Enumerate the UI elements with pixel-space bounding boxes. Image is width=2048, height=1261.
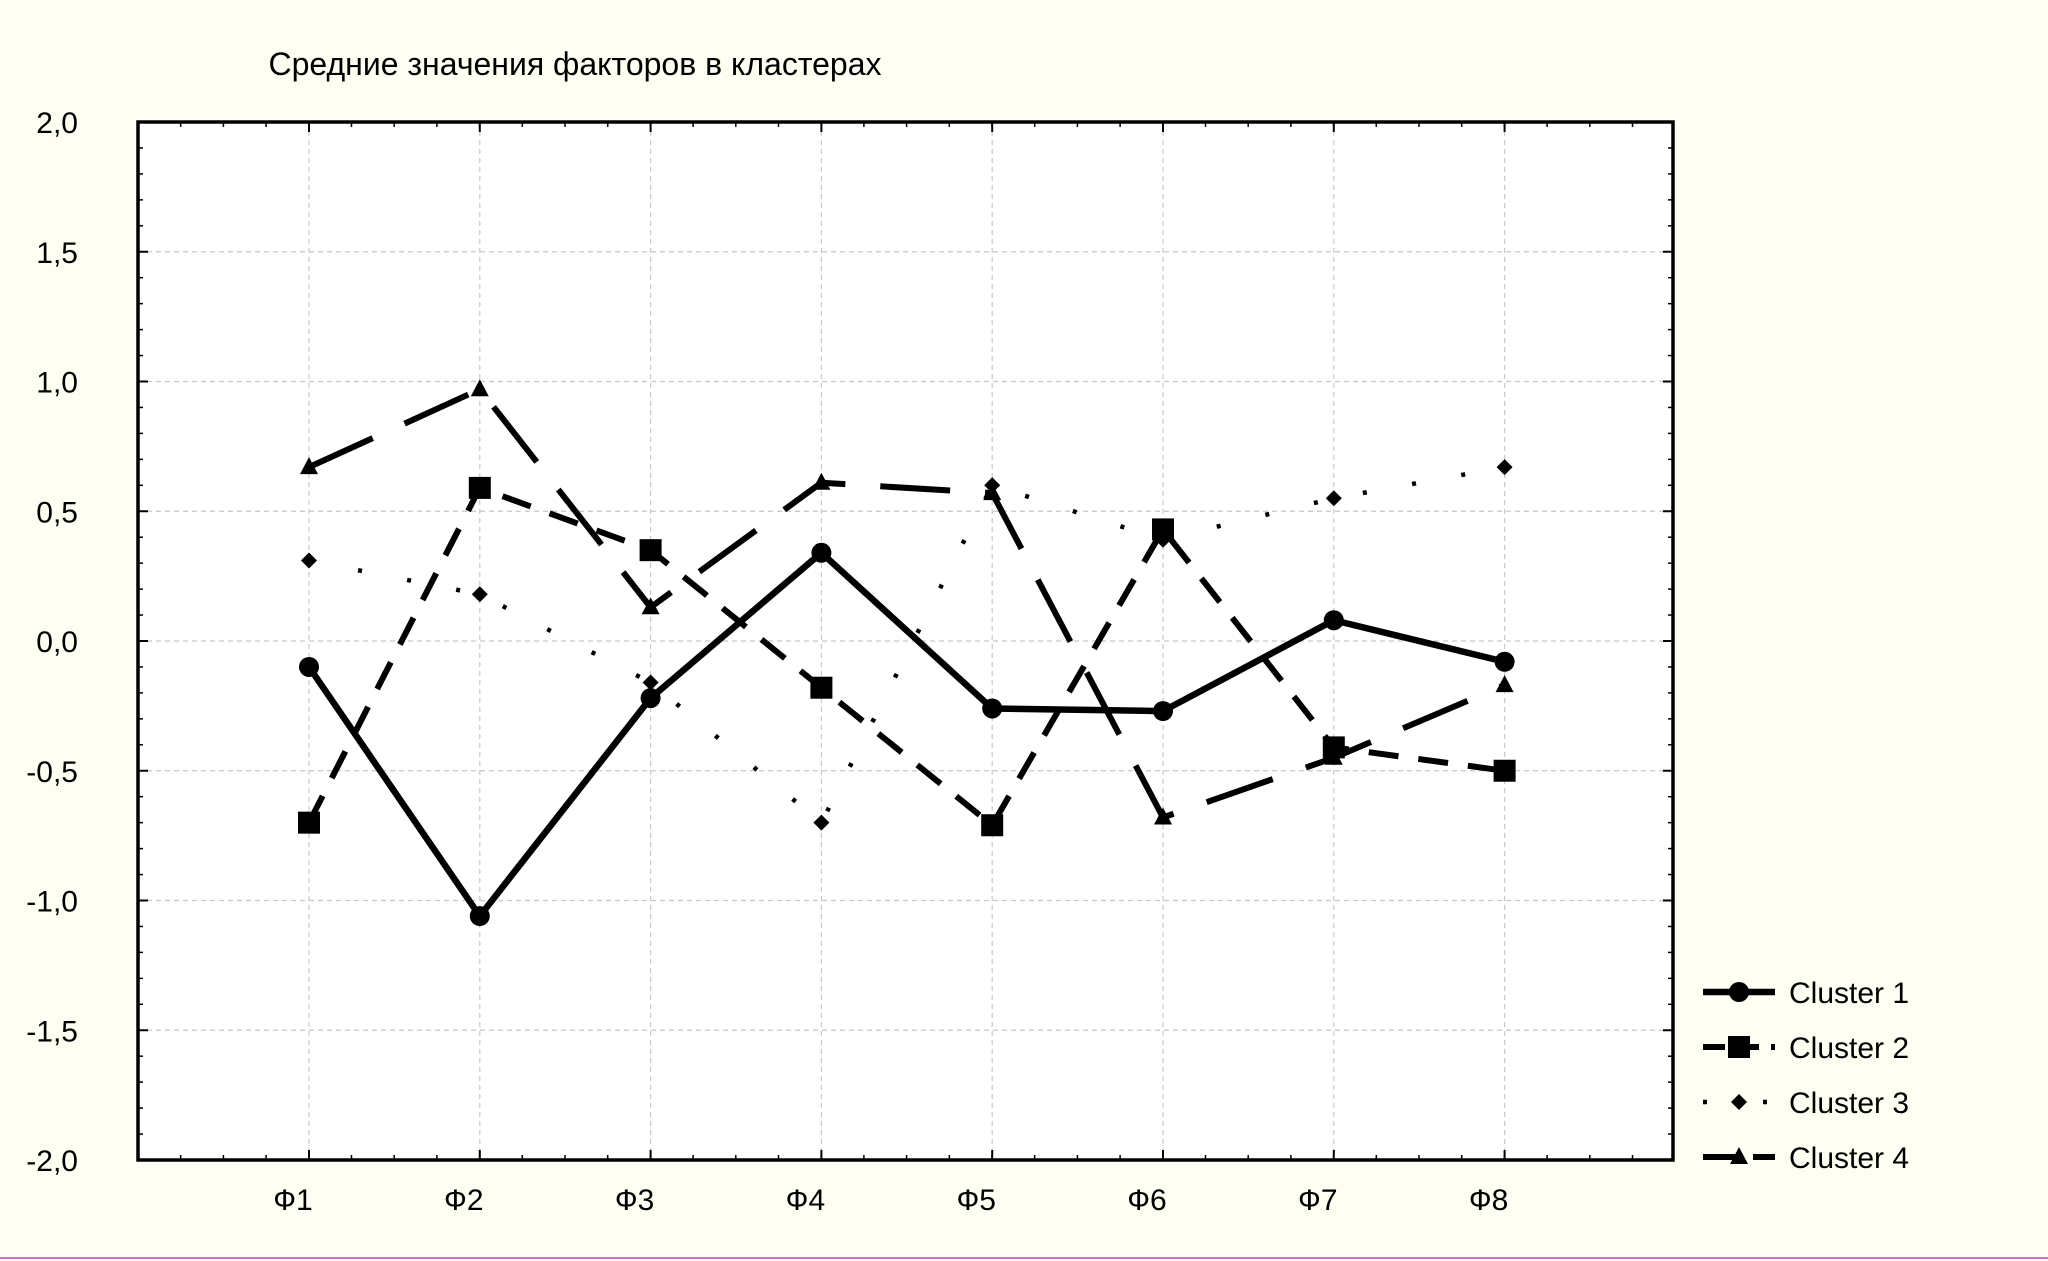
x-tick-label: Ф8 bbox=[1469, 1184, 1509, 1217]
data-point bbox=[1495, 675, 1514, 693]
x-tick-label: Ф7 bbox=[1298, 1184, 1338, 1217]
legend: Cluster 1 Cluster 2 Cluster 3 Cluster 4 bbox=[1703, 977, 1909, 1175]
data-point bbox=[299, 656, 319, 677]
x-tick-label: Ф1 bbox=[273, 1184, 313, 1217]
y-tick-label: -2,0 bbox=[26, 1145, 78, 1178]
bottom-divider bbox=[0, 1257, 2048, 1259]
data-point bbox=[811, 542, 832, 563]
legend-marker bbox=[1728, 1036, 1750, 1058]
data-point bbox=[469, 906, 490, 927]
series-line bbox=[306, 484, 1506, 829]
y-tick-label: -1,5 bbox=[26, 1015, 78, 1048]
y-tick-label: 0,0 bbox=[36, 626, 78, 659]
y-tick-label: -0,5 bbox=[26, 756, 78, 789]
data-point bbox=[471, 586, 488, 603]
plot-frame bbox=[136, 120, 1675, 1162]
data-point bbox=[813, 814, 830, 831]
data-point bbox=[1154, 807, 1172, 825]
data-point bbox=[470, 379, 489, 397]
axes: -2,0 -1,5 -1,0 -0,5 0,0 0,5 1,0 1,5 2,0 Ф1 Ф2 Ф3 Ф4 Ф… bbox=[26, 107, 1673, 1217]
data-point bbox=[1323, 610, 1344, 631]
data-point bbox=[810, 676, 833, 699]
data-point bbox=[1155, 531, 1171, 548]
series-cluster-3 bbox=[301, 459, 1513, 831]
legend-label: Cluster 2 bbox=[1789, 1032, 1909, 1065]
legend-label: Cluster 1 bbox=[1789, 977, 1909, 1010]
grid-lines bbox=[138, 122, 1673, 1160]
data-point bbox=[982, 698, 1003, 719]
x-tick-label: Ф3 bbox=[615, 1184, 655, 1217]
data-point bbox=[812, 472, 831, 490]
legend-marker bbox=[1729, 982, 1749, 1002]
x-tick-label: Ф2 bbox=[444, 1184, 484, 1217]
data-point bbox=[301, 552, 317, 569]
chart-title: Средние значения факторов в кластерах bbox=[268, 46, 881, 82]
x-tick-label: Ф4 bbox=[786, 1184, 826, 1217]
x-tick-label: Ф6 bbox=[1127, 1184, 1167, 1217]
series-cluster-4 bbox=[300, 379, 1514, 825]
data-point bbox=[983, 483, 1002, 501]
legend-item: Cluster 3 bbox=[1703, 1087, 1909, 1120]
y-tick-label: -1,0 bbox=[26, 886, 78, 919]
data-point bbox=[1496, 459, 1513, 476]
data-point bbox=[1152, 518, 1174, 541]
data-point bbox=[639, 539, 662, 562]
data-point bbox=[468, 476, 491, 499]
data-point bbox=[640, 688, 661, 709]
x-tick-label: Ф5 bbox=[956, 1184, 996, 1217]
data-point bbox=[298, 811, 320, 834]
y-tick-label: 0,5 bbox=[36, 496, 78, 529]
series-layer bbox=[298, 379, 1516, 927]
data-point bbox=[1324, 747, 1343, 765]
series-line bbox=[306, 549, 1506, 920]
data-point bbox=[642, 674, 659, 691]
data-point bbox=[1153, 701, 1173, 722]
data-point bbox=[1493, 759, 1516, 782]
series-cluster-1 bbox=[299, 542, 1515, 927]
series-line bbox=[307, 386, 1506, 821]
y-tick-label: 1,0 bbox=[36, 367, 78, 400]
legend-label: Cluster 4 bbox=[1789, 1142, 1909, 1175]
legend-item: Cluster 1 bbox=[1703, 977, 1909, 1010]
legend-marker bbox=[1731, 1094, 1747, 1110]
y-tick-label: 1,5 bbox=[36, 237, 78, 270]
legend-item: Cluster 4 bbox=[1703, 1142, 1909, 1175]
data-point bbox=[641, 597, 660, 615]
data-point bbox=[1325, 490, 1342, 507]
legend-item: Cluster 2 bbox=[1703, 1032, 1909, 1065]
data-point bbox=[1494, 651, 1515, 672]
data-point bbox=[300, 457, 318, 475]
legend-label: Cluster 3 bbox=[1789, 1087, 1909, 1120]
data-point bbox=[981, 814, 1004, 837]
y-tick-label: 2,0 bbox=[36, 107, 78, 140]
legend-marker bbox=[1730, 1147, 1748, 1164]
